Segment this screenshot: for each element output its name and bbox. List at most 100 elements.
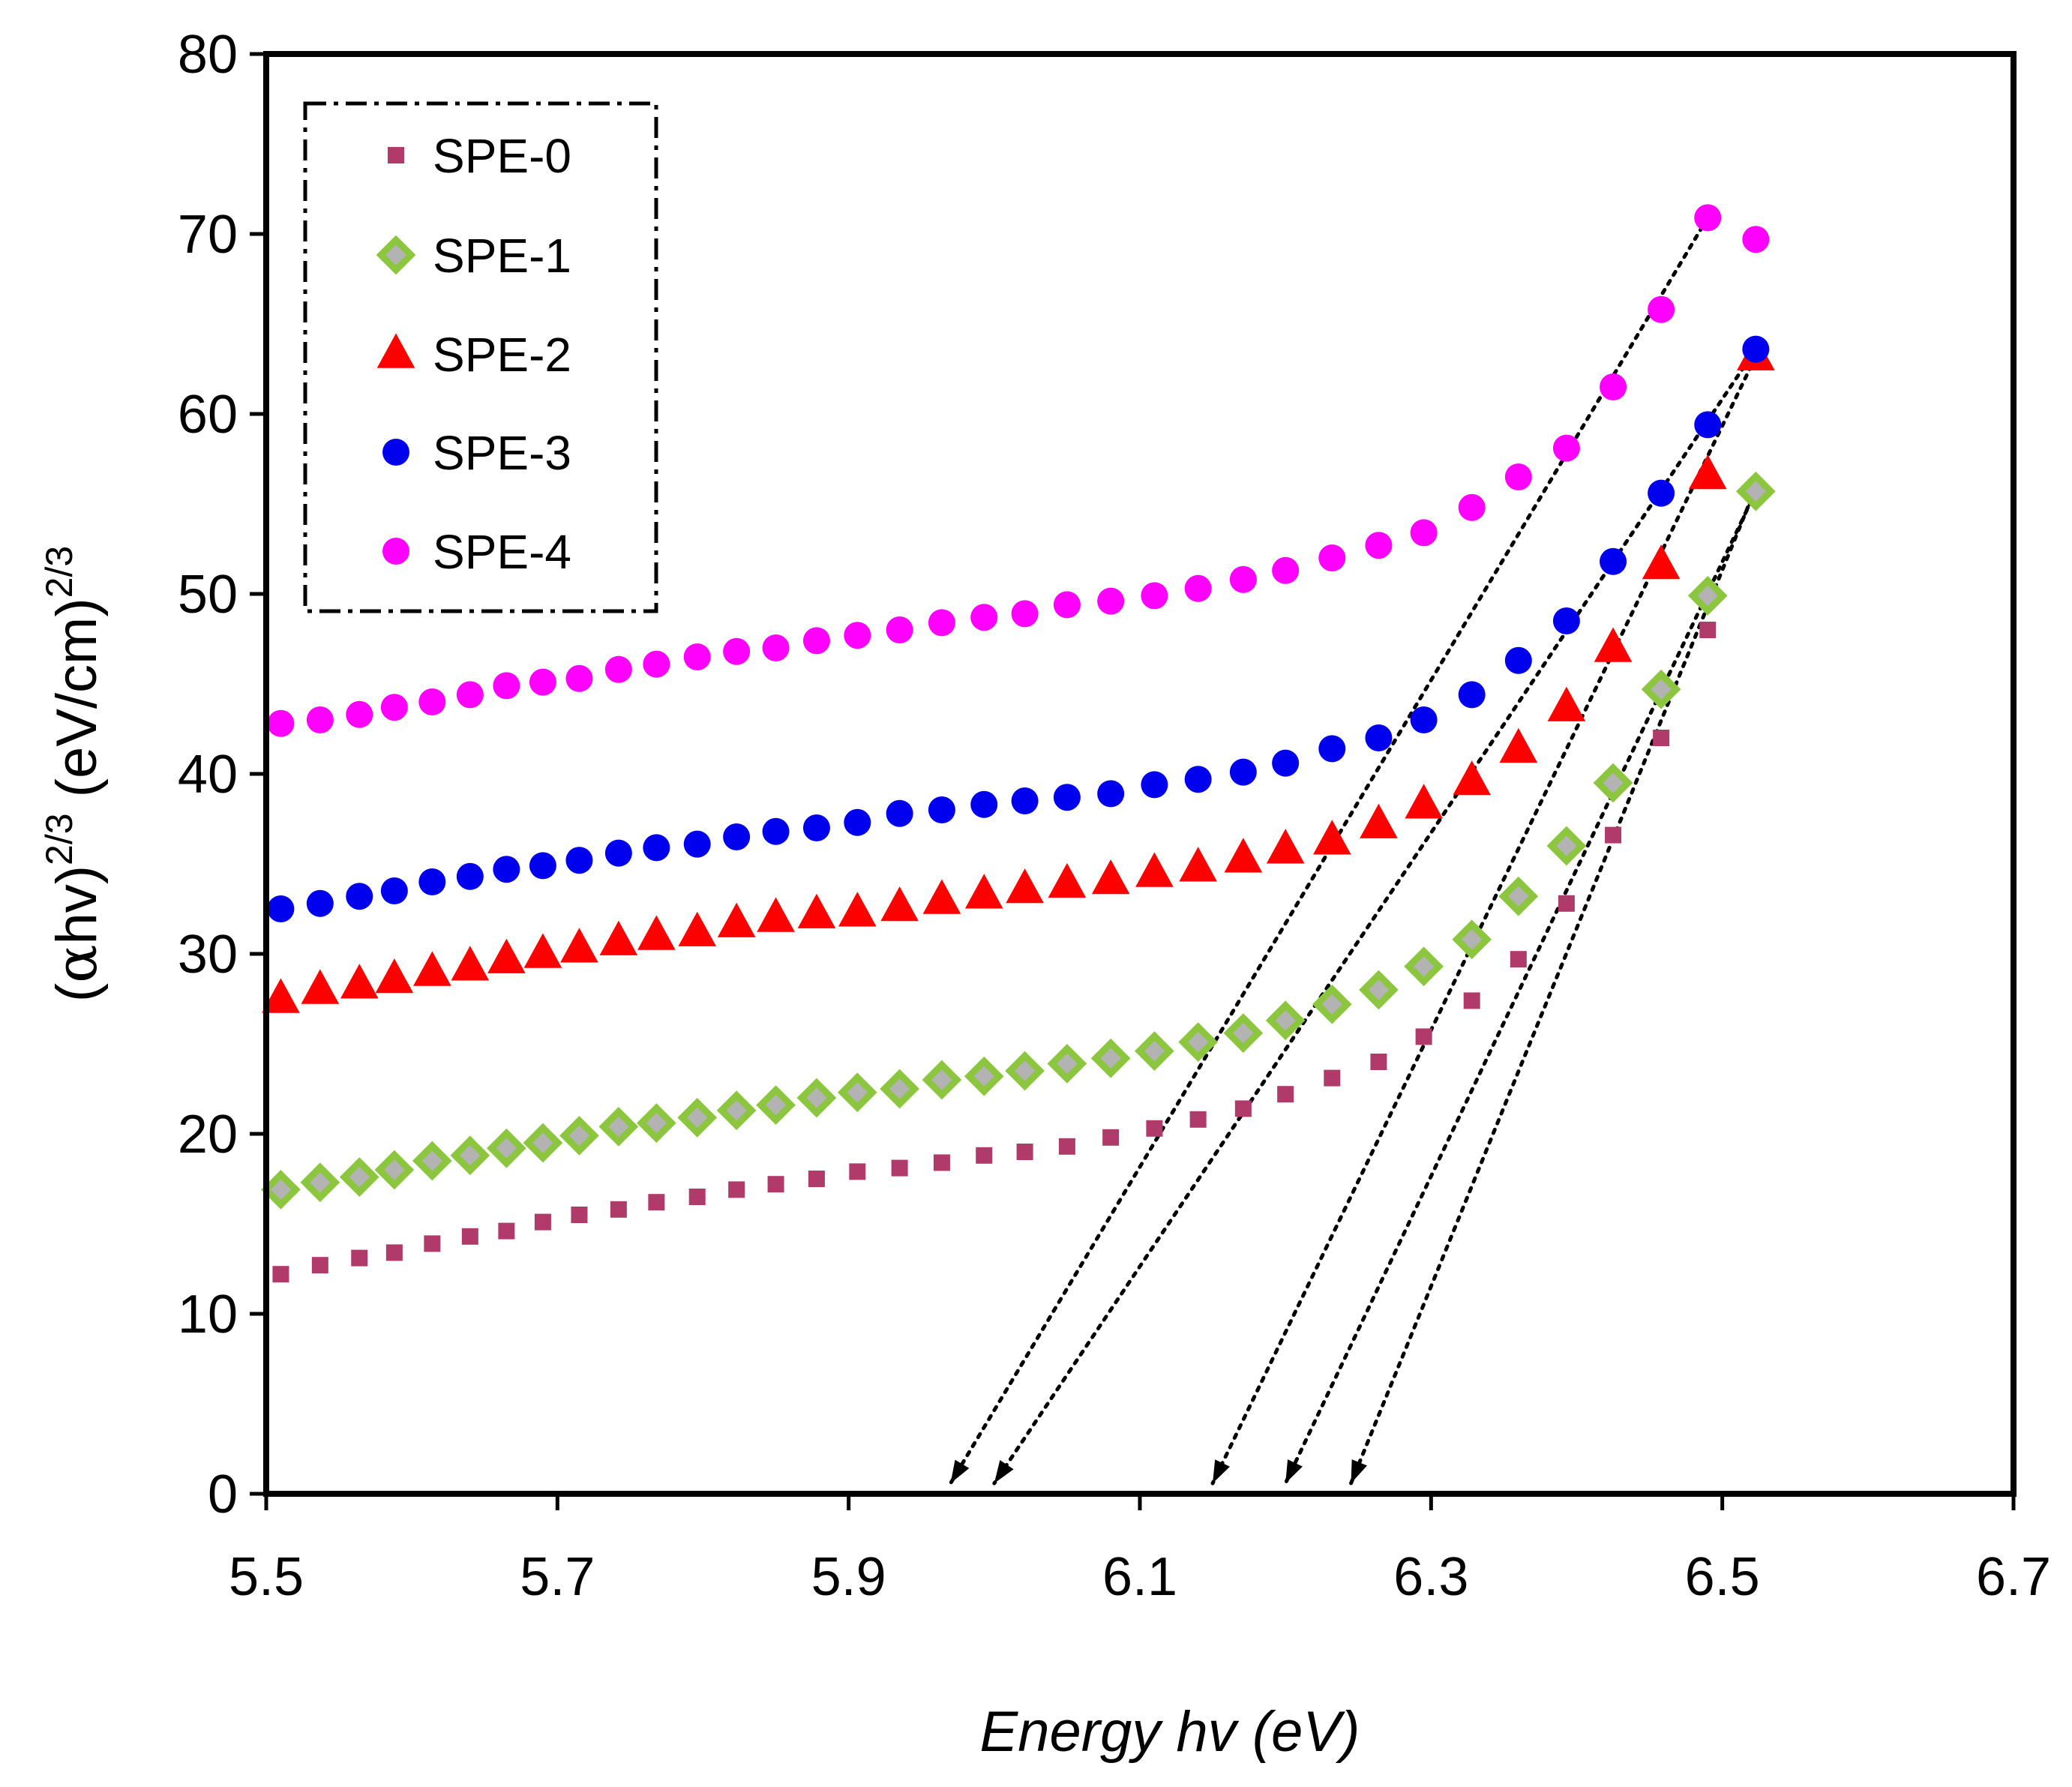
- data-point: [970, 604, 998, 631]
- data-point: [1365, 724, 1393, 751]
- legend-marker: [382, 439, 409, 466]
- legend-label: SPE-3: [433, 426, 571, 480]
- data-series: [261, 204, 1776, 1283]
- data-point: [1223, 1013, 1264, 1053]
- data-point: [928, 609, 955, 637]
- y-axis-title: (αhv)2/3 (eV/cm)2/3: [38, 546, 109, 1002]
- legend-label: SPE-4: [433, 525, 571, 579]
- data-point: [1499, 727, 1538, 763]
- data-point: [311, 1257, 328, 1274]
- y-tick-label: 20: [178, 1105, 238, 1165]
- data-point: [1048, 862, 1087, 898]
- data-point: [1090, 1038, 1131, 1078]
- data-point: [1141, 582, 1168, 610]
- data-point: [1224, 838, 1263, 873]
- data-point: [380, 877, 408, 904]
- data-point: [1312, 984, 1352, 1024]
- data-point: [802, 814, 830, 841]
- data-point: [424, 1235, 441, 1252]
- data-point: [529, 668, 556, 696]
- data-point: [808, 1171, 825, 1187]
- data-point: [523, 933, 562, 968]
- data-point: [523, 1123, 563, 1163]
- data-point: [1265, 1000, 1306, 1041]
- data-point: [487, 1128, 526, 1168]
- data-point: [1694, 204, 1722, 232]
- data-point: [1404, 946, 1444, 987]
- data-point: [648, 1194, 665, 1211]
- x-tick-label: 6.3: [1393, 1547, 1468, 1607]
- data-point: [844, 622, 871, 649]
- data-point: [728, 1181, 745, 1198]
- x-axis-ticks: 5.5 5.7 5.9 6.1 6.3 6.5 6.7: [229, 1494, 2051, 1607]
- data-point: [1605, 826, 1622, 844]
- extrapolation-arrow: [1349, 485, 1758, 1486]
- data-point: [964, 1056, 1004, 1096]
- data-point: [1594, 627, 1633, 662]
- data-point: [1272, 749, 1300, 777]
- data-point: [267, 895, 295, 922]
- data-point: [1135, 1031, 1174, 1071]
- data-point: [451, 946, 490, 981]
- data-point: [1415, 1028, 1432, 1045]
- data-point: [1318, 735, 1346, 763]
- data-point: [559, 1116, 599, 1156]
- data-point: [571, 1207, 588, 1223]
- extrapolation-line: [992, 347, 1758, 1486]
- data-point: [301, 969, 340, 1004]
- series-spe-3: [267, 335, 1770, 922]
- data-point: [1047, 1044, 1087, 1084]
- data-point: [1313, 820, 1351, 855]
- data-point: [1006, 868, 1044, 904]
- x-tick-label: 5.5: [229, 1547, 304, 1607]
- data-point: [1552, 434, 1580, 462]
- data-point: [1510, 951, 1527, 968]
- data-point: [1016, 1144, 1033, 1160]
- y-tick-label: 10: [178, 1285, 238, 1345]
- data-point: [1694, 411, 1722, 439]
- legend-label: SPE-1: [433, 229, 571, 283]
- data-point: [340, 964, 379, 999]
- data-point: [413, 951, 451, 986]
- data-point: [375, 958, 414, 994]
- data-point: [1179, 847, 1217, 882]
- data-point: [683, 643, 711, 670]
- arrowhead: [1351, 1459, 1368, 1483]
- data-point: [1184, 766, 1212, 793]
- data-point: [1498, 876, 1539, 916]
- y-title-alpha: α: [43, 945, 109, 983]
- data-point: [306, 889, 334, 917]
- data-point: [1141, 771, 1168, 799]
- extrapolation-line: [1210, 354, 1758, 1486]
- data-point: [922, 879, 961, 914]
- series-spe-0: [272, 479, 1765, 1283]
- data-point: [1318, 544, 1346, 571]
- extrapolation-arrow: [1210, 354, 1758, 1486]
- data-point: [1229, 565, 1257, 593]
- data-point: [757, 897, 795, 932]
- data-point: [1277, 1086, 1294, 1103]
- data-point: [1097, 780, 1125, 808]
- data-point: [339, 1157, 379, 1197]
- data-point: [1011, 600, 1039, 628]
- data-point: [1146, 1120, 1163, 1137]
- data-point: [456, 862, 484, 890]
- data-point: [1229, 758, 1257, 786]
- data-point: [493, 856, 520, 883]
- data-point: [756, 1085, 796, 1125]
- data-point: [933, 1154, 950, 1171]
- y-tick-label: 80: [178, 25, 238, 85]
- data-point: [797, 893, 836, 928]
- data-point: [1458, 681, 1486, 709]
- data-point: [1410, 706, 1438, 733]
- data-point: [1458, 493, 1486, 521]
- data-point: [1234, 1100, 1252, 1117]
- y-title-hv: hv): [45, 865, 109, 945]
- data-point: [723, 637, 751, 665]
- data-point: [1463, 992, 1480, 1009]
- legend-marker: [388, 147, 404, 163]
- legend-item-spe-0: SPE-0: [388, 129, 571, 183]
- data-point: [300, 1162, 340, 1203]
- data-point: [1365, 532, 1393, 559]
- data-point: [838, 892, 877, 927]
